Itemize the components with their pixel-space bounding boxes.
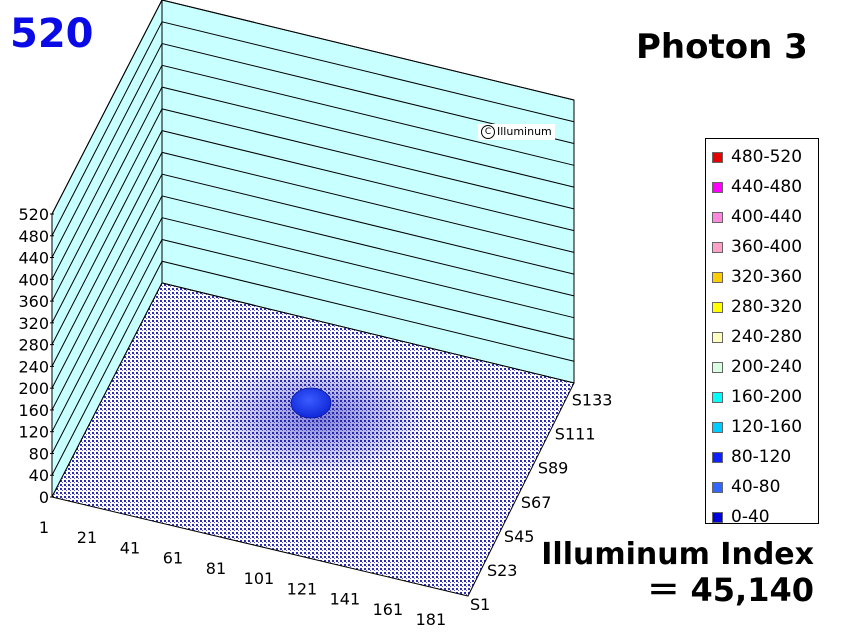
legend-item: 400-440 <box>706 202 818 232</box>
y-tick-label: S89 <box>538 459 569 478</box>
y-tick-label: S1 <box>470 595 490 614</box>
legend-swatch <box>712 331 723 343</box>
legend-label: 320-360 <box>731 267 803 287</box>
legend-swatch <box>712 391 723 403</box>
z-tick-label: 280 <box>18 336 49 355</box>
watermark: C Illuminum <box>478 124 555 140</box>
legend-item: 360-400 <box>706 232 818 262</box>
legend-label: 120-160 <box>731 417 803 437</box>
legend-item: 240-280 <box>706 322 818 352</box>
plot-floor <box>51 282 575 597</box>
z-tick-label: 160 <box>18 401 49 420</box>
legend-label: 40-80 <box>731 477 781 497</box>
legend-label: 200-240 <box>731 357 803 377</box>
legend-item: 160-200 <box>706 382 818 412</box>
index-value: ＝ 45,140 <box>647 571 814 609</box>
z-tick-label: 240 <box>18 357 49 376</box>
z-tick-label: 400 <box>18 270 49 289</box>
y-tick-label: S45 <box>504 527 535 546</box>
z-tick-label: 320 <box>18 314 49 333</box>
x-tick-label: 161 <box>373 600 404 619</box>
legend-label: 80-120 <box>731 447 792 467</box>
legend-label: 280-320 <box>731 297 803 317</box>
x-tick-label: 41 <box>120 538 140 557</box>
x-tick-label: 61 <box>163 549 183 568</box>
legend-item: 80-120 <box>706 442 818 472</box>
legend-item: 120-160 <box>706 412 818 442</box>
legend-item: 440-480 <box>706 172 818 202</box>
index-block: Illuminum Index ＝ 45,140 <box>538 538 814 609</box>
y-tick-label: S23 <box>487 561 518 580</box>
x-tick-label: 21 <box>77 528 97 547</box>
x-tick-label: 141 <box>330 590 361 609</box>
legend-item: 320-360 <box>706 262 818 292</box>
legend-swatch <box>712 481 723 493</box>
x-tick-label: 101 <box>244 569 275 588</box>
y-tick-label: S67 <box>521 493 552 512</box>
legend-item: 480-520 <box>706 142 818 172</box>
x-tick-label: 121 <box>287 579 318 598</box>
z-tick-label: 40 <box>29 466 49 485</box>
z-axis: 0 40 80 120 160 200 240 280 320 360 400 440 480 520 <box>18 205 54 507</box>
z-tick-label: 200 <box>18 379 49 398</box>
z-tick-label: 120 <box>18 423 49 442</box>
copyright-icon: C <box>481 125 495 139</box>
legend-swatch <box>712 301 723 313</box>
z-tick-label: 360 <box>18 292 49 311</box>
legend-swatch <box>712 241 723 253</box>
legend-swatch <box>712 361 723 373</box>
legend-swatch <box>712 151 723 163</box>
legend-swatch <box>712 181 723 193</box>
legend-label: 480-520 <box>731 147 803 167</box>
legend-swatch <box>712 421 723 433</box>
legend-label: 440-480 <box>731 177 803 197</box>
index-label: Illuminum Index <box>541 537 814 572</box>
y-tick-label: S133 <box>572 391 613 410</box>
x-tick-label: 81 <box>206 559 226 578</box>
legend-item: 40-80 <box>706 472 818 502</box>
watermark-text: Illuminum <box>497 125 552 138</box>
z-tick-label: 440 <box>18 249 49 268</box>
legend-label: 360-400 <box>731 237 803 257</box>
legend-label: 240-280 <box>731 327 803 347</box>
max-value-label: 520 <box>10 11 94 57</box>
legend-swatch <box>712 511 723 523</box>
surface-peak <box>290 387 332 419</box>
legend-label: 0-40 <box>731 507 770 527</box>
z-tick-label: 520 <box>18 205 49 224</box>
legend: 480-520 440-480 400-440 360-400 320-360 280-3… <box>705 138 819 527</box>
legend-label: 160-200 <box>731 387 803 407</box>
legend-swatch <box>712 451 723 463</box>
legend-item: 280-320 <box>706 292 818 322</box>
z-tick-label: 0 <box>39 488 49 507</box>
legend-swatch <box>712 271 723 283</box>
legend-swatch <box>712 211 723 223</box>
y-axis: S1 S23 S45 S67 S89 S111 S133 <box>470 391 612 614</box>
legend-label: 400-440 <box>731 207 803 227</box>
z-tick-label: 80 <box>29 444 49 463</box>
legend-item: 0-40 <box>706 502 818 532</box>
z-gridline <box>51 0 575 215</box>
y-tick-label: S111 <box>555 425 596 444</box>
x-tick-label: 181 <box>416 610 447 629</box>
z-tick-label: 480 <box>18 227 49 246</box>
chart-title: Photon 3 <box>636 27 808 67</box>
legend-item: 200-240 <box>706 352 818 382</box>
x-tick-label: 1 <box>39 518 49 537</box>
